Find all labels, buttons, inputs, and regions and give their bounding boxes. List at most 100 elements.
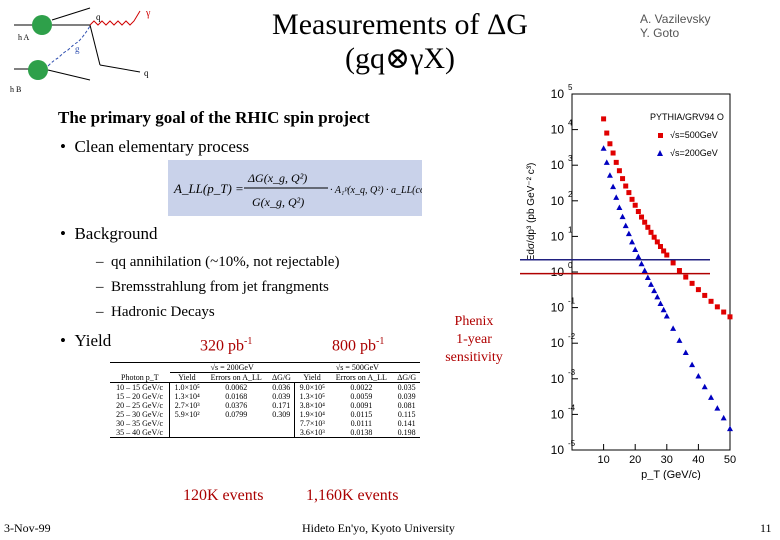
- y-tick-label: 10: [551, 407, 565, 421]
- x-tick-label: 20: [629, 454, 641, 466]
- data-point-500gev: [721, 309, 727, 315]
- label-gamma: γ: [145, 8, 151, 19]
- data-point-500gev: [613, 159, 619, 165]
- y-axis-label: Edσ/dp³ (pb GeV⁻² c³): [526, 163, 537, 262]
- background-item-3-text: Hadronic Decays: [111, 304, 215, 320]
- data-point-200gev: [619, 213, 626, 220]
- table-row: 25 – 30 GeV/c 5.9×10² 0.0799 0.309 1.9×10⁴ 0.…: [110, 410, 420, 419]
- y-tick-exponent: 1: [568, 225, 573, 234]
- data-point-500gev: [695, 287, 701, 293]
- y-tick-exponent: 3: [568, 154, 573, 163]
- y-tick-exponent: -4: [568, 403, 576, 412]
- remnant-line-a: [51, 7, 91, 21]
- table-cell: [204, 419, 268, 428]
- data-point-500gev: [642, 219, 648, 225]
- data-point-200gev: [641, 267, 648, 274]
- data-point-500gev: [620, 176, 626, 182]
- label-hb: h B: [10, 85, 21, 94]
- y-tick-exponent: -5: [568, 439, 576, 448]
- chart-marks: [600, 116, 733, 432]
- table-header: Errors on A_LL: [335, 373, 387, 382]
- bullet-background-text: Background: [74, 224, 158, 243]
- data-point-200gev: [660, 306, 667, 313]
- background-item-1: – qq annihilation (~10%, not rejectable): [96, 254, 340, 270]
- label-q-out: q: [144, 68, 149, 78]
- table-row: 20 – 25 GeV/c 2.7×10³ 0.0376 0.171 3.8×10⁴ 0.…: [110, 401, 420, 410]
- footer-presenter: Hideto En'yo, Kyoto University: [302, 521, 455, 535]
- table-row: 10 – 15 GeV/c 1.0×10⁵ 0.0062 0.036 9.0×10⁵ 0.…: [110, 382, 420, 392]
- authors: A. Vazilevsky Y. Goto: [640, 12, 710, 40]
- table-header: ΔG/G: [397, 373, 417, 382]
- table-cell: 25 – 30 GeV/c: [110, 410, 171, 419]
- yield-200-text: 320 pb: [200, 337, 244, 355]
- footer-page-number: 11: [760, 521, 772, 535]
- legend-marker-200gev: [657, 150, 663, 156]
- table-cell: 1.3×10⁴: [174, 392, 200, 401]
- table-header: Yield: [178, 373, 196, 382]
- data-point-500gev: [610, 150, 616, 156]
- label-q-in: q: [96, 12, 101, 22]
- table-header: Yield: [303, 373, 321, 382]
- table-cell: 0.0111: [350, 419, 373, 428]
- formula-svg: A_LL(p_T) = ΔG(x_g, Q²) G(x_g, Q²) · A₁ᵖ…: [173, 171, 445, 209]
- data-point-200gev: [670, 325, 677, 331]
- y-tick-label: 10: [551, 336, 565, 350]
- y-tick-exponent: 4: [568, 119, 573, 128]
- data-point-500gev: [664, 252, 670, 258]
- yield-table-wrapper: √s = 200GeV √s = 500GeV Photon p_T Yield…: [110, 362, 420, 438]
- data-point-500gev: [648, 229, 654, 235]
- goal-heading: The primary goal of the RHIC spin projec…: [58, 108, 370, 127]
- data-point-200gev: [676, 337, 683, 343]
- table-cell: 1.3×10⁵: [299, 392, 325, 401]
- table-cell: 0.035: [397, 383, 416, 392]
- table-cell: 0.036: [268, 382, 296, 392]
- yield-500-exp: -1: [376, 336, 385, 347]
- data-point-200gev: [663, 313, 670, 319]
- table-cell: 0.081: [397, 401, 416, 410]
- y-tick-label: 10: [551, 229, 565, 243]
- bullet-yield: • Yield: [60, 331, 112, 350]
- data-point-200gev: [610, 183, 617, 190]
- formula-rhs: · A₁ᵖ(x_q, Q²) · a_LL(cos θ*): [330, 185, 422, 196]
- legend-title: PYTHIA/GRV94 O: [650, 112, 724, 122]
- y-tick-label: 10: [551, 87, 565, 101]
- table-cell: 0.039: [397, 392, 416, 401]
- table-cell: 7.7×10³: [299, 419, 325, 428]
- data-point-200gev: [632, 246, 639, 252]
- table-cell: 0.039: [268, 392, 296, 401]
- table-cell: 0.0062: [225, 383, 248, 392]
- background-item-3: – Hadronic Decays: [96, 304, 215, 320]
- group-header-200: √s = 200GeV: [169, 362, 295, 373]
- table-cell: 0.141: [397, 419, 416, 428]
- yield-500-text: 800 pb: [332, 337, 376, 355]
- data-point-200gev: [714, 405, 721, 411]
- data-point-200gev: [648, 281, 654, 287]
- hadron-a-blob: [32, 15, 52, 35]
- data-point-500gev: [651, 234, 657, 240]
- background-item-2-text: Bremsstrahlung from jet frangments: [111, 279, 329, 295]
- author-2: Y. Goto: [640, 26, 680, 40]
- data-point-500gev: [702, 292, 708, 298]
- data-point-200gev: [689, 361, 696, 368]
- data-point-500gev: [676, 268, 682, 274]
- data-point-200gev: [657, 300, 664, 307]
- remnant-line-b: [47, 69, 91, 81]
- x-tick-label: 10: [597, 454, 609, 466]
- data-point-500gev: [661, 248, 667, 254]
- table-cell: 1.9×10⁴: [299, 410, 325, 419]
- y-tick-exponent: 0: [568, 261, 573, 270]
- legend-marker-500gev: [658, 133, 663, 138]
- y-tick-label: 10: [551, 194, 565, 208]
- data-point-500gev: [670, 260, 676, 266]
- table-cell: [268, 419, 296, 428]
- y-tick-label: 10: [551, 372, 565, 386]
- data-point-200gev: [606, 172, 613, 178]
- data-point-200gev: [720, 414, 727, 421]
- data-point-500gev: [632, 202, 638, 208]
- table-cell: 35 – 40 GeV/c: [110, 428, 171, 438]
- table-group-spacer: [110, 363, 170, 373]
- table-body: 10 – 15 GeV/c 1.0×10⁵ 0.0062 0.036 9.0×10⁵ 0.…: [110, 382, 420, 438]
- table-cell: 3.6×10³: [299, 428, 325, 437]
- slide-title-text: Measurements of ΔG (gq⊗γX): [272, 8, 528, 75]
